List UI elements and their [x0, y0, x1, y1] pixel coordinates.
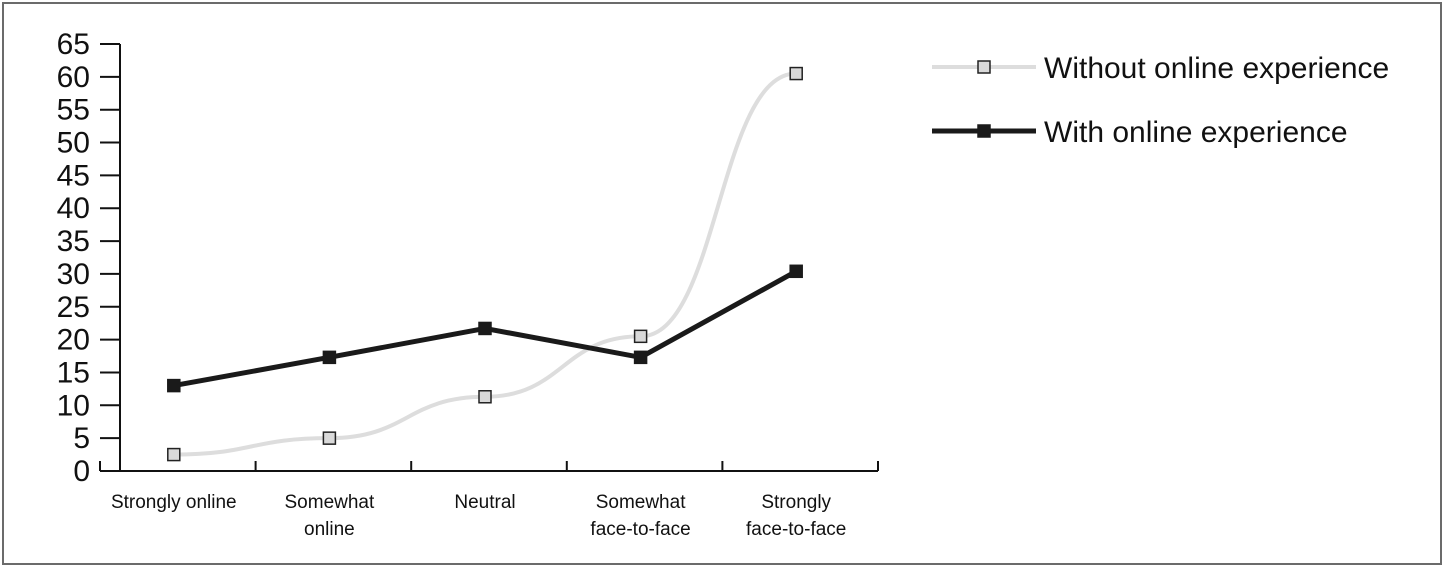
y-tick-label: 45: [57, 159, 90, 192]
data-point: [478, 390, 492, 404]
legend-item: Without online experience: [932, 52, 1389, 85]
series-0: [167, 66, 803, 462]
y-tick-label: 15: [57, 356, 90, 389]
y-tick-label: 60: [57, 61, 90, 94]
x-tick-label: face-to-face: [746, 519, 846, 540]
y-tick-label: 20: [57, 324, 90, 357]
axes: [100, 44, 878, 472]
legend: Without online experience With online exp…: [932, 52, 1389, 149]
y-tick-label: 10: [57, 389, 90, 422]
data-point: [167, 447, 181, 462]
x-tick-label: online: [304, 519, 355, 540]
legend-marker: [977, 60, 991, 74]
data-point: [789, 66, 803, 81]
y-tick-label: 50: [57, 127, 90, 160]
y-tick-label: 25: [57, 291, 90, 324]
data-point: [789, 264, 803, 279]
x-tick-label: Somewhat: [285, 492, 375, 513]
y-tick-label: 40: [57, 192, 90, 225]
y-tick-label: 30: [57, 258, 90, 291]
y-tick-label: 0: [73, 455, 90, 488]
legend-label: With online experience: [1044, 116, 1348, 149]
x-tick-label: Somewhat: [596, 492, 686, 513]
data-point: [478, 321, 492, 336]
x-tick-label: Neutral: [454, 492, 515, 513]
x-tick-label: Strongly: [761, 492, 831, 513]
series-1: [167, 264, 803, 393]
data-point: [322, 431, 337, 445]
legend-label: Without online experience: [1044, 52, 1389, 85]
series-line: [173, 71, 797, 457]
data-point: [322, 350, 337, 365]
y-tick-label: 65: [57, 28, 90, 61]
legend-item: With online experience: [932, 116, 1348, 149]
data-point: [633, 350, 648, 365]
legend-marker: [977, 124, 991, 138]
y-tick-label: 5: [73, 422, 90, 455]
series-group: [167, 66, 803, 462]
y-tick-label: 55: [57, 94, 90, 127]
data-point: [633, 329, 648, 344]
x-axis-ticks: Strongly online Somewhat online Neutral Some…: [99, 461, 879, 540]
x-tick-label: face-to-face: [590, 519, 690, 540]
data-point: [167, 378, 181, 393]
x-tick-label: Strongly online: [111, 492, 237, 513]
y-tick-label: 35: [57, 225, 90, 258]
